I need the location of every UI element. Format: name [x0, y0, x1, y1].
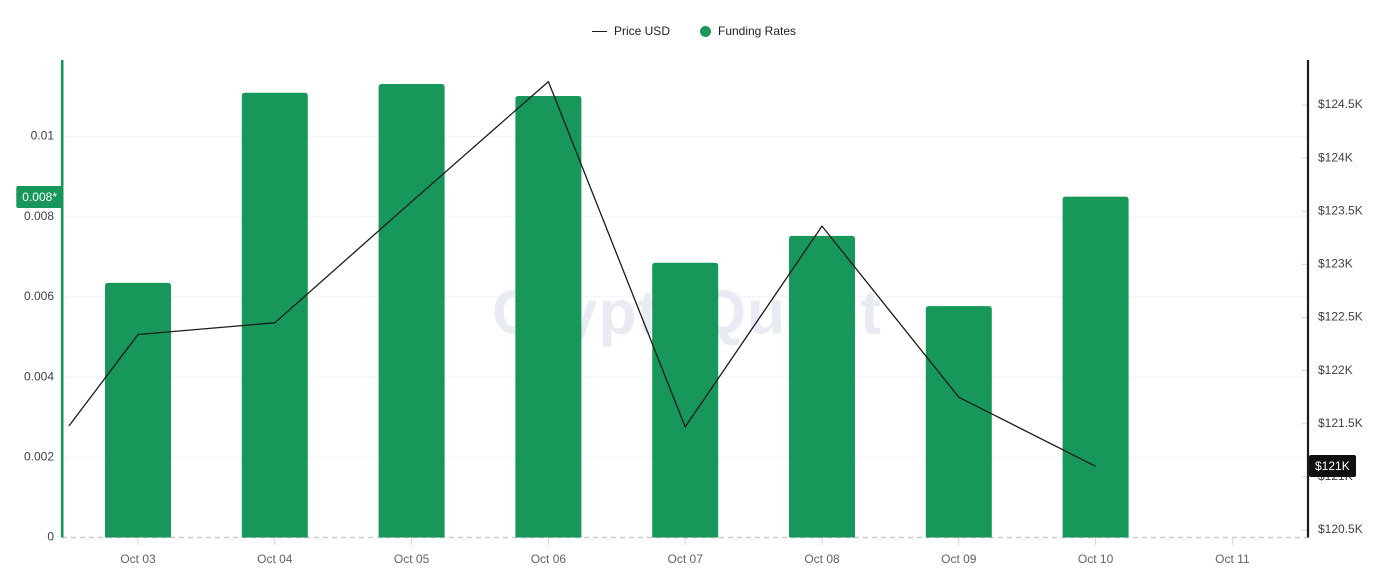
x-axis-label: Oct 07 — [668, 552, 704, 566]
legend-funding-label: Funding Rates — [717, 24, 797, 38]
legend-item-funding[interactable]: Funding Rates — [699, 24, 797, 38]
left-axis-tick-label: 0.004 — [24, 369, 54, 383]
x-axis-label: Oct 09 — [941, 552, 977, 566]
funding-bar-oct-03[interactable] — [105, 282, 171, 538]
left-axis-tick-label: 0.01 — [31, 129, 55, 143]
x-axis-label: Oct 05 — [394, 552, 430, 566]
right-axis-tick-label: $122K — [1318, 363, 1353, 377]
right-axis-tick-label: $122.5K — [1318, 310, 1363, 324]
funding-bar-oct-10[interactable] — [1062, 196, 1129, 538]
left-axis-tick-label: 0 — [47, 530, 54, 544]
left-axis-tick-label: 0.006 — [24, 289, 54, 303]
price-line — [68, 80, 1096, 467]
right-axis-tick-label: $124K — [1318, 150, 1353, 164]
funding-dot-swatch-icon — [699, 25, 711, 37]
x-axis-label: Oct 08 — [804, 552, 840, 566]
left-axis-tick-label: 0.008 — [24, 209, 54, 223]
x-axis-label: Oct 10 — [1078, 552, 1114, 566]
funding-bar-oct-06[interactable] — [515, 96, 582, 538]
funding-bar-oct-05[interactable] — [378, 84, 445, 538]
x-axis-label: Oct 04 — [257, 552, 293, 566]
price-line-swatch-icon — [591, 30, 607, 32]
x-axis-label: Oct 03 — [120, 552, 156, 566]
legend: Price USD Funding Rates — [0, 24, 1388, 38]
right-axis-tick-label: $123K — [1318, 257, 1353, 271]
right-axis-tick-label: $120.5K — [1318, 522, 1363, 536]
left-axis-line — [60, 60, 64, 538]
left-axis-tick-label: 0.002 — [24, 449, 54, 463]
funding-bar-oct-08[interactable] — [789, 235, 855, 538]
right-axis-line — [1306, 60, 1310, 538]
funding-bar-oct-09[interactable] — [925, 306, 992, 538]
legend-price-label: Price USD — [613, 24, 670, 38]
right-axis-tick-label: $123.5K — [1318, 203, 1363, 217]
right-axis-tick-label: $124.5K — [1318, 97, 1363, 111]
legend-item-price[interactable]: Price USD — [591, 24, 670, 38]
funding-bar-oct-07[interactable] — [652, 262, 719, 538]
right-axis-tick-label: $121.5K — [1318, 416, 1363, 430]
x-axis-label: Oct 06 — [531, 552, 567, 566]
price-current-value-badge: $121K — [1309, 455, 1356, 478]
funding-bar-oct-04[interactable] — [241, 92, 308, 538]
x-axis-label: Oct 11 — [1215, 552, 1250, 566]
funding-current-value-badge: 0.008* — [16, 185, 63, 208]
